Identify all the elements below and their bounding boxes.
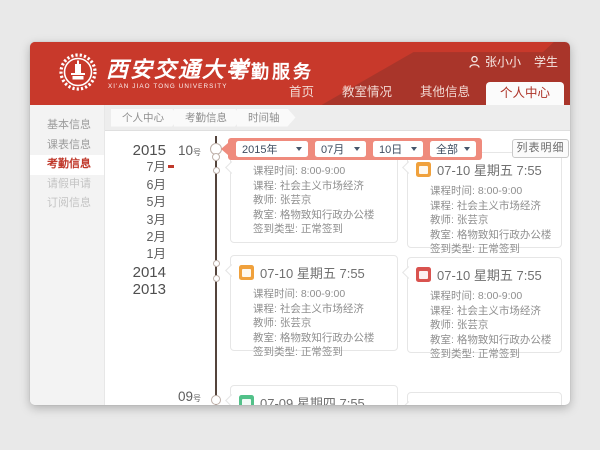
timeline-month-jul[interactable]: 7月 bbox=[146, 160, 166, 175]
nav-item-personal-center[interactable]: 个人中心 bbox=[485, 82, 564, 105]
filter-year-select[interactable]: 2015年 bbox=[236, 141, 308, 157]
breadcrumb-item-timeline[interactable]: 时间轴 bbox=[237, 109, 296, 127]
card-date: 07-10 星期五 7:55 bbox=[437, 268, 542, 283]
breadcrumb-item-personal-center[interactable]: 个人中心 bbox=[111, 109, 180, 127]
calendar-red-icon bbox=[416, 267, 431, 282]
timeline-month-may[interactable]: 5月 bbox=[146, 195, 166, 210]
timeline-node bbox=[212, 153, 220, 161]
nav-item-other-info[interactable]: 其他信息 bbox=[419, 85, 470, 99]
user-info[interactable]: 张小小 学生 bbox=[469, 53, 558, 70]
caret-down-icon bbox=[411, 147, 417, 151]
person-icon bbox=[469, 55, 480, 68]
card-date: 07-10 星期五 7:55 bbox=[437, 163, 542, 178]
caret-down-icon bbox=[354, 147, 360, 151]
filter-month-select[interactable]: 07月 bbox=[315, 141, 366, 157]
timeline-month-jan[interactable]: 1月 bbox=[146, 247, 166, 262]
calendar-orange-icon bbox=[416, 162, 431, 177]
university-name-en: XI'AN JIAO TONG UNIVERSITY bbox=[108, 83, 228, 90]
current-month-tick bbox=[168, 165, 174, 168]
calendar-green-icon bbox=[239, 395, 254, 405]
app-title: 考勤服务 bbox=[230, 62, 314, 82]
calendar-orange-icon bbox=[239, 265, 254, 280]
timeline-year-2014[interactable]: 2014 bbox=[132, 263, 166, 281]
attendance-card: 07-09 星期四 7:55 bbox=[230, 385, 398, 405]
timeline-node bbox=[211, 395, 221, 405]
sidebar-item-leave-request[interactable]: 请假申请 bbox=[47, 177, 91, 190]
filter-day-select[interactable]: 10日 bbox=[373, 141, 423, 157]
app-window: 西安交通大学 XI'AN JIAO TONG UNIVERSITY 考勤服务 张… bbox=[30, 42, 570, 405]
sidebar-item-schedule-info[interactable]: 课表信息 bbox=[47, 138, 91, 151]
main-nav: 首页 教室情况 其他信息 个人中心 bbox=[275, 80, 568, 105]
list-detail-button[interactable]: 列表明细 bbox=[512, 139, 569, 158]
timeline-scale: 2015 7月 6月 5月 3月 2月 1月 2014 2013 bbox=[106, 142, 166, 299]
timeline-year-2015[interactable]: 2015 bbox=[132, 142, 166, 159]
sidebar-item-subscription-info[interactable]: 订阅信息 bbox=[47, 197, 91, 210]
timeline-node bbox=[212, 166, 220, 174]
attendance-card: 课程时间8:00-9:00 课程社会主义市场经济 教师张芸京 教室格物致知行政办… bbox=[230, 146, 398, 243]
attendance-card: 07-10 星期五 7:55 课程时间8:00-9:00 课程社会主义市场经济 … bbox=[407, 257, 562, 360]
user-name: 张小小 bbox=[484, 55, 521, 69]
timeline-axis bbox=[214, 136, 218, 405]
attendance-card: 07-10 星期五 7:55 课程时间8:00-9:00 课程社会主义市场经济 … bbox=[407, 152, 562, 255]
university-emblem-icon bbox=[59, 53, 97, 91]
timeline-year-2013[interactable]: 2013 bbox=[132, 281, 166, 299]
app-header: 西安交通大学 XI'AN JIAO TONG UNIVERSITY 考勤服务 张… bbox=[30, 42, 570, 105]
caret-down-icon bbox=[296, 147, 302, 151]
timeline-node bbox=[212, 259, 220, 267]
card-date: 07-09 星期四 7:55 bbox=[260, 396, 365, 405]
attendance-card: 07-10 星期五 7:55 课程时间8:00-9:00 课程社会主义市场经济 … bbox=[230, 255, 398, 358]
university-name-cn: 西安交通大学 bbox=[106, 57, 251, 83]
timeline-month-mar[interactable]: 3月 bbox=[146, 212, 166, 227]
card-date: 07-10 星期五 7:55 bbox=[260, 266, 365, 281]
timeline-node bbox=[212, 274, 220, 282]
breadcrumb-item-attendance-info[interactable]: 考勤信息 bbox=[174, 109, 243, 127]
day-marker-10: 10号 bbox=[178, 143, 202, 158]
user-role: 学生 bbox=[533, 55, 558, 69]
timeline-month-jun[interactable]: 6月 bbox=[146, 177, 166, 192]
day-marker-09: 09号 bbox=[178, 389, 202, 404]
nav-item-classrooms[interactable]: 教室情况 bbox=[341, 85, 392, 99]
timeline-month-feb[interactable]: 2月 bbox=[146, 229, 166, 244]
nav-item-home[interactable]: 首页 bbox=[288, 85, 314, 99]
caret-down-icon bbox=[464, 147, 470, 151]
breadcrumb: 个人中心 考勤信息 时间轴 bbox=[105, 105, 570, 131]
filter-bar: 2015年 07月 10日 全部 bbox=[221, 138, 482, 160]
sidebar-item-basic-info[interactable]: 基本信息 bbox=[47, 119, 91, 131]
filter-type-select[interactable]: 全部 bbox=[430, 141, 476, 157]
attendance-card bbox=[407, 392, 562, 405]
sidebar: 基本信息 课表信息 考勤信息 请假申请 订阅信息 bbox=[30, 105, 105, 405]
sidebar-item-attendance-info[interactable]: 考勤信息 bbox=[30, 155, 104, 175]
